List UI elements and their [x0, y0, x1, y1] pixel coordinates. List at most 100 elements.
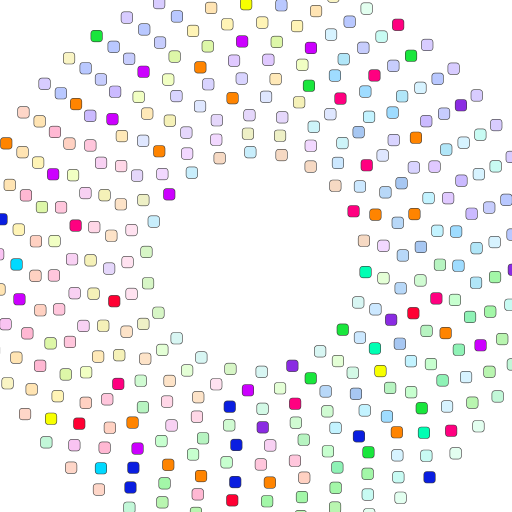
ring-tile	[392, 19, 404, 31]
ring-tile	[329, 502, 341, 512]
ring-tile	[325, 29, 337, 41]
ring-tile	[244, 109, 256, 121]
ring-tile	[364, 509, 376, 512]
ring-tile	[169, 51, 181, 63]
ring-tile	[289, 398, 301, 410]
ring-tile	[421, 325, 433, 337]
ring-tile	[381, 411, 393, 423]
ring-tile	[164, 375, 176, 387]
ring-tile	[353, 297, 365, 309]
ring-tile	[274, 130, 286, 142]
ring-tile	[122, 256, 134, 268]
ring-tile	[396, 91, 408, 103]
ring-tile	[91, 30, 103, 42]
ring-tile	[378, 272, 390, 284]
ring-tile	[418, 427, 430, 439]
ring-tile	[354, 332, 366, 344]
ring-tile	[64, 138, 75, 150]
ring-tile	[421, 115, 433, 127]
ring-tile	[337, 137, 349, 149]
ring-tile	[196, 352, 208, 364]
ring-tile	[423, 192, 435, 204]
ring-tile	[305, 161, 317, 173]
ring-tile	[369, 343, 381, 355]
ring-tile	[236, 36, 248, 48]
ring-tile	[293, 97, 305, 109]
ring-tile	[442, 192, 454, 204]
ring-tile	[142, 278, 154, 290]
ring-tile	[133, 91, 145, 103]
ring-tile	[121, 326, 133, 338]
ring-tile	[214, 152, 226, 164]
ring-tile	[475, 129, 487, 141]
ring-tile	[154, 37, 166, 49]
ring-tile	[228, 55, 240, 67]
ring-tile	[242, 128, 254, 140]
ring-tile	[106, 230, 118, 242]
ring-tile	[227, 495, 239, 507]
ring-tile	[39, 78, 51, 90]
ring-tile	[491, 119, 503, 131]
ring-tile	[501, 194, 512, 206]
ring-tile	[4, 179, 16, 191]
ring-tile	[455, 100, 467, 112]
ring-tile	[348, 206, 360, 218]
ring-tile	[109, 86, 121, 98]
ring-tile	[148, 216, 160, 228]
ring-tile	[415, 275, 427, 287]
ring-tile	[67, 169, 79, 181]
ring-tile	[489, 236, 501, 248]
ring-tile	[80, 367, 92, 379]
ring-tile	[332, 355, 344, 367]
ring-tile	[99, 442, 111, 454]
ring-tile	[69, 287, 81, 299]
ring-tile	[157, 344, 169, 356]
ring-tile	[95, 157, 107, 169]
ring-tile	[458, 137, 470, 149]
ring-tile	[484, 202, 496, 214]
ring-tile	[153, 0, 165, 9]
ring-tile	[276, 0, 288, 11]
ring-tile	[370, 304, 382, 316]
ring-tile	[473, 421, 485, 433]
ring-tile	[441, 401, 453, 413]
ring-tile	[506, 151, 512, 163]
ring-tile	[377, 150, 389, 162]
ring-tile	[85, 255, 97, 267]
ring-tile	[103, 263, 115, 275]
ring-tile	[66, 254, 78, 266]
ring-tile	[18, 107, 30, 119]
ring-tile	[186, 167, 198, 179]
ring-tile	[142, 108, 154, 120]
ring-tile	[460, 371, 472, 383]
ring-tile	[416, 402, 428, 414]
ring-tile	[370, 209, 382, 221]
ring-tile	[392, 450, 404, 462]
ring-tile	[126, 224, 138, 236]
ring-tile	[360, 86, 372, 98]
ring-tile	[363, 111, 375, 123]
ring-tile	[161, 396, 173, 408]
ring-tile	[425, 358, 437, 370]
ring-tile	[108, 41, 120, 53]
ring-tile	[297, 59, 309, 71]
ring-tile	[138, 318, 150, 330]
ring-tile	[335, 93, 347, 105]
ring-tile	[296, 491, 308, 503]
ring-tile	[438, 108, 450, 120]
ring-tile	[298, 434, 310, 446]
ring-tile	[388, 60, 400, 72]
ring-tile	[395, 492, 407, 504]
ring-tile	[47, 169, 59, 181]
ring-tile	[85, 140, 97, 152]
ring-tile	[187, 25, 199, 37]
ring-tile	[88, 288, 100, 300]
ring-tile	[466, 208, 478, 220]
ring-tile	[13, 224, 25, 236]
ring-tile	[141, 246, 153, 258]
ring-tile	[123, 53, 134, 65]
ring-tile	[187, 449, 199, 461]
ring-tile	[124, 502, 136, 512]
